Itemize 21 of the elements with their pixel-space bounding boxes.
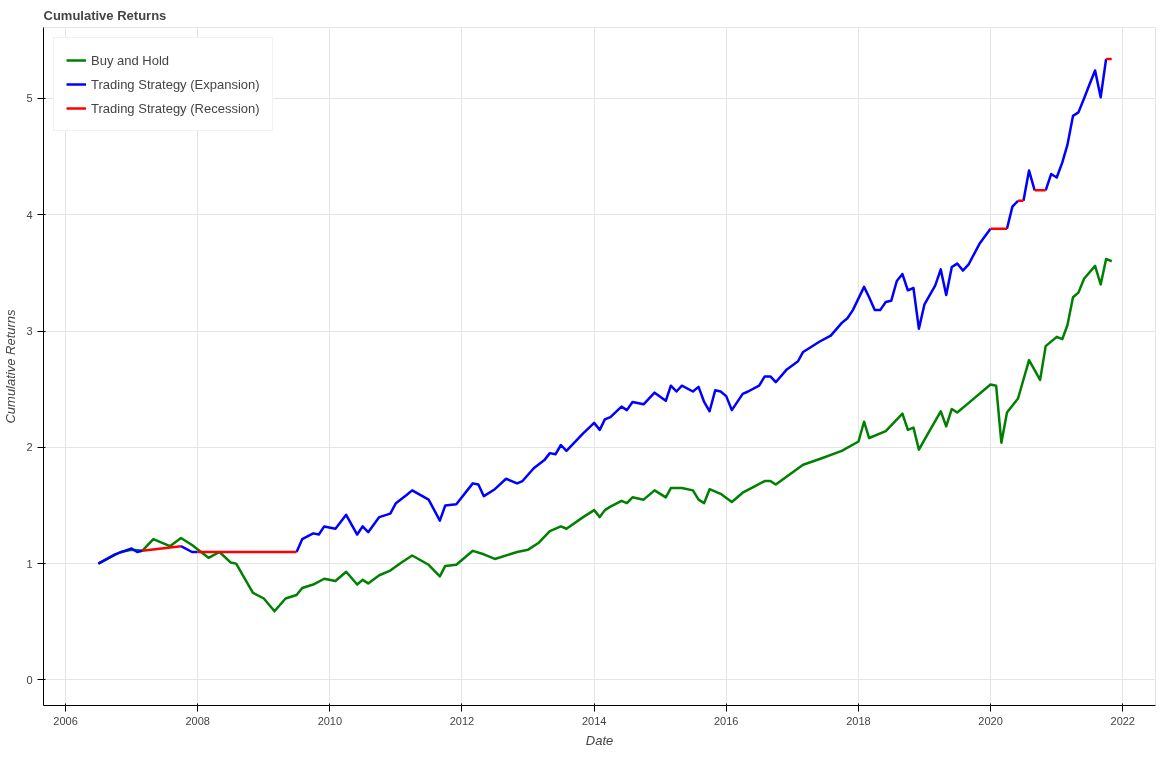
x-tick-label: 2008: [185, 714, 210, 727]
chart-title: Cumulative Returns: [43, 7, 167, 23]
y-tick-label: 1: [26, 557, 33, 570]
y-tick-label: 4: [26, 208, 33, 221]
y-tick-label: 0: [26, 673, 33, 686]
x-tick-label: 2014: [581, 714, 607, 727]
y-tick-label: 5: [26, 92, 33, 105]
x-tick-label: 2010: [317, 714, 343, 727]
x-tick-label: 2022: [1110, 714, 1136, 727]
x-axis-title: Date: [585, 732, 614, 748]
y-tick-label: 3: [26, 325, 33, 338]
x-tick-label: 2020: [978, 714, 1003, 727]
x-tick-label: 2012: [449, 714, 475, 727]
legend-label: Trading Strategy (Recession): [91, 100, 260, 116]
x-tick-label: 2006: [53, 714, 78, 727]
y-tick-label: 2: [26, 441, 33, 454]
legend-label: Buy and Hold: [91, 52, 170, 68]
y-axis-title: Cumulative Returns: [3, 308, 19, 424]
legend-label: Trading Strategy (Expansion): [91, 76, 260, 92]
x-tick-label: 2016: [713, 714, 739, 727]
x-tick-label: 2018: [846, 714, 871, 727]
